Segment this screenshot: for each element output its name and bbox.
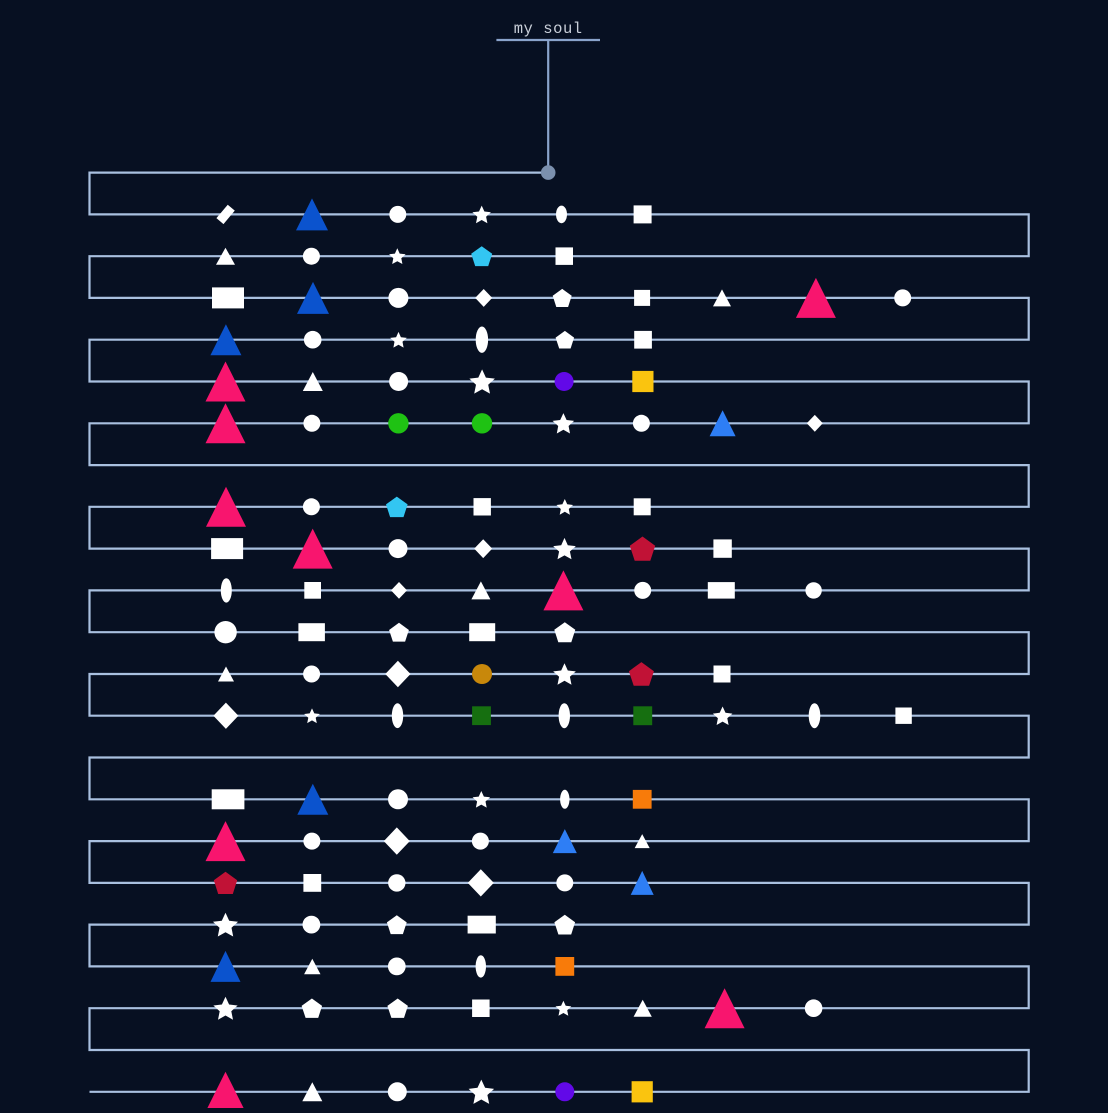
svg-text:my soul: my soul [514, 20, 583, 38]
